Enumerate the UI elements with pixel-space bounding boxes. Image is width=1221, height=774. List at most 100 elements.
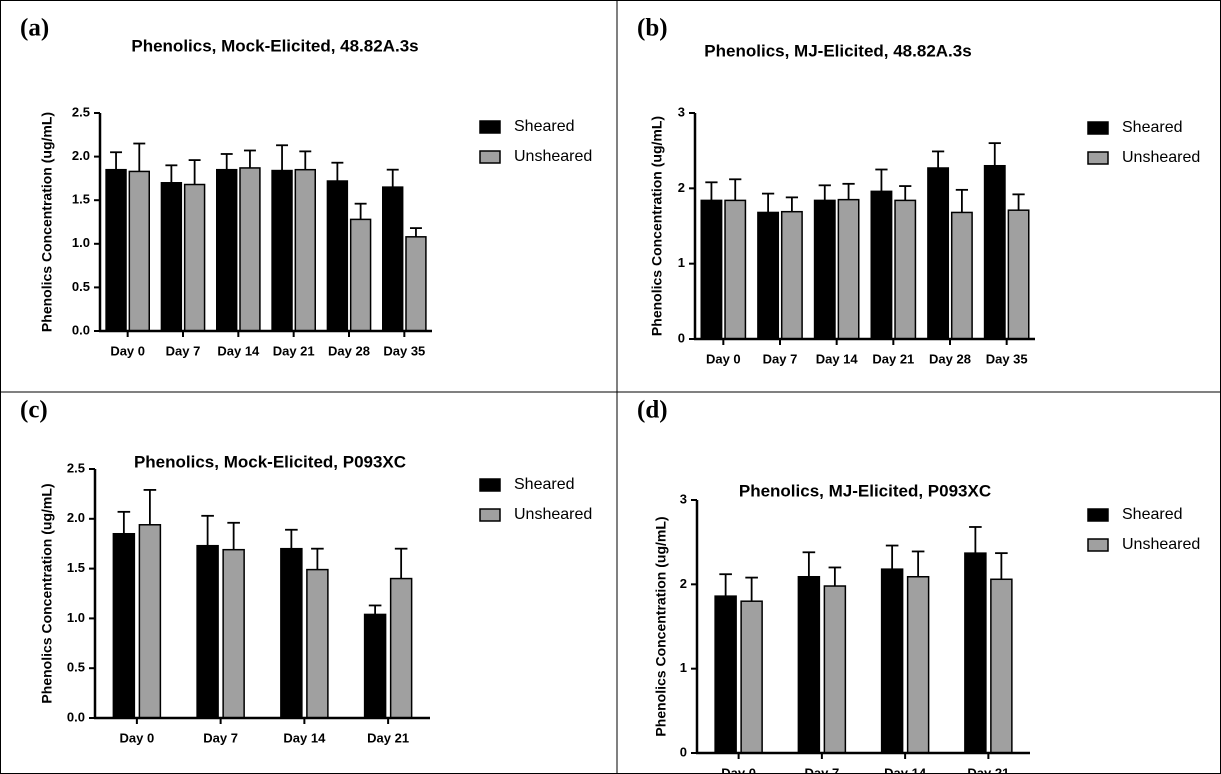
panel-label: (b) — [637, 15, 668, 42]
bar — [105, 168, 127, 332]
y-tick-label: 1.0 — [72, 235, 90, 250]
bar — [714, 595, 737, 754]
legend-swatch — [479, 120, 501, 134]
legend-label: Unsheared — [514, 148, 592, 165]
bar — [138, 524, 162, 719]
legend-swatch — [479, 508, 501, 522]
y-tick-label: 2.5 — [67, 460, 85, 475]
y-tick-label: 0.0 — [72, 322, 90, 337]
chart-title: Phenolics, Mock-Elicited, P093XC — [134, 452, 406, 471]
bar — [700, 199, 723, 340]
x-tick-label: Day 21 — [967, 765, 1009, 774]
panel-label: (a) — [20, 15, 49, 42]
x-tick-label: Day 14 — [816, 351, 859, 366]
bar — [740, 600, 763, 754]
bar — [216, 168, 238, 332]
y-tick-label: 0 — [680, 744, 687, 759]
bar — [906, 575, 930, 754]
bar — [280, 547, 303, 719]
bar — [405, 236, 427, 332]
bar — [306, 568, 329, 719]
x-tick-label: Day 21 — [872, 351, 914, 366]
x-tick-label: Day 7 — [763, 351, 798, 366]
y-tick-label: 2 — [680, 576, 687, 591]
legend-label: Sheared — [514, 118, 575, 135]
x-tick-label: Day 7 — [805, 765, 840, 774]
x-tick-label: Day 7 — [166, 343, 201, 358]
legend-swatch — [479, 150, 501, 164]
bar — [112, 532, 136, 719]
y-axis-label: Phenolics Concentration (ug/mL) — [653, 516, 669, 736]
legend-label: Sheared — [1122, 506, 1183, 523]
bar — [837, 198, 860, 340]
chart-title: Phenolics, Mock-Elicited, 48.82A.3s — [131, 36, 418, 55]
x-tick-label: Day 14 — [884, 765, 927, 774]
bar — [894, 199, 917, 340]
bar — [990, 578, 1013, 754]
y-tick-label: 1 — [678, 255, 685, 270]
bar — [870, 190, 893, 340]
y-tick-label: 3 — [678, 104, 685, 119]
x-tick-label: Day 35 — [383, 343, 425, 358]
legend-swatch — [1087, 151, 1109, 165]
y-axis-label: Phenolics Concentration (ug/mL) — [649, 116, 665, 336]
legend-label: Unsheared — [1122, 536, 1200, 553]
bar — [389, 577, 413, 719]
x-tick-label: Day 21 — [367, 730, 409, 745]
x-tick-label: Day 0 — [110, 343, 145, 358]
x-tick-label: Day 14 — [217, 343, 260, 358]
x-tick-label: Day 0 — [120, 730, 155, 745]
bar — [183, 183, 206, 332]
y-tick-label: 2.5 — [72, 104, 90, 119]
chart-title: Phenolics, MJ-Elicited, 48.82A.3s — [704, 41, 971, 60]
legend-swatch — [479, 478, 501, 492]
x-tick-label: Day 0 — [721, 765, 756, 774]
chart-title: Phenolics, MJ-Elicited, P093XC — [739, 481, 991, 500]
bar — [160, 182, 183, 332]
bar — [128, 170, 150, 332]
y-tick-label: 0.5 — [67, 660, 85, 675]
bar — [222, 548, 245, 719]
bar — [927, 167, 950, 340]
x-tick-label: Day 14 — [283, 730, 326, 745]
legend-label: Unsheared — [1122, 149, 1200, 166]
bar — [797, 575, 821, 754]
x-tick-label: Day 35 — [986, 351, 1028, 366]
bar — [349, 218, 372, 332]
y-tick-label: 2.0 — [67, 510, 85, 525]
y-tick-label: 0.5 — [72, 279, 90, 294]
x-tick-label: Day 28 — [328, 343, 370, 358]
y-tick-label: 3 — [680, 491, 687, 506]
bar — [823, 585, 847, 754]
x-tick-label: Day 0 — [706, 351, 741, 366]
bar — [983, 164, 1006, 340]
bar — [326, 180, 349, 332]
y-axis-label: Phenolics Concentration (ug/mL) — [39, 483, 55, 703]
bar — [239, 167, 261, 332]
legend-label: Unsheared — [514, 506, 592, 523]
y-tick-label: 1.5 — [72, 192, 90, 207]
bar — [757, 211, 780, 340]
y-tick-label: 1.0 — [67, 610, 85, 625]
y-tick-label: 2 — [678, 180, 685, 195]
bar — [294, 168, 316, 332]
legend-label: Sheared — [1122, 119, 1183, 136]
y-tick-label: 0 — [678, 330, 685, 345]
x-tick-label: Day 7 — [203, 730, 238, 745]
bar — [813, 199, 836, 340]
y-tick-label: 2.0 — [72, 148, 90, 163]
y-tick-label: 1.5 — [67, 560, 85, 575]
legend-label: Sheared — [514, 476, 575, 493]
bar — [271, 169, 293, 332]
bar — [196, 544, 219, 719]
bar — [780, 210, 803, 340]
y-axis-label: Phenolics Concentration (ug/mL) — [39, 112, 55, 332]
y-tick-label: 1 — [680, 660, 687, 675]
bar — [724, 199, 747, 340]
bar — [964, 552, 987, 754]
bar — [363, 613, 387, 719]
bar — [950, 211, 973, 340]
bar — [880, 568, 904, 754]
